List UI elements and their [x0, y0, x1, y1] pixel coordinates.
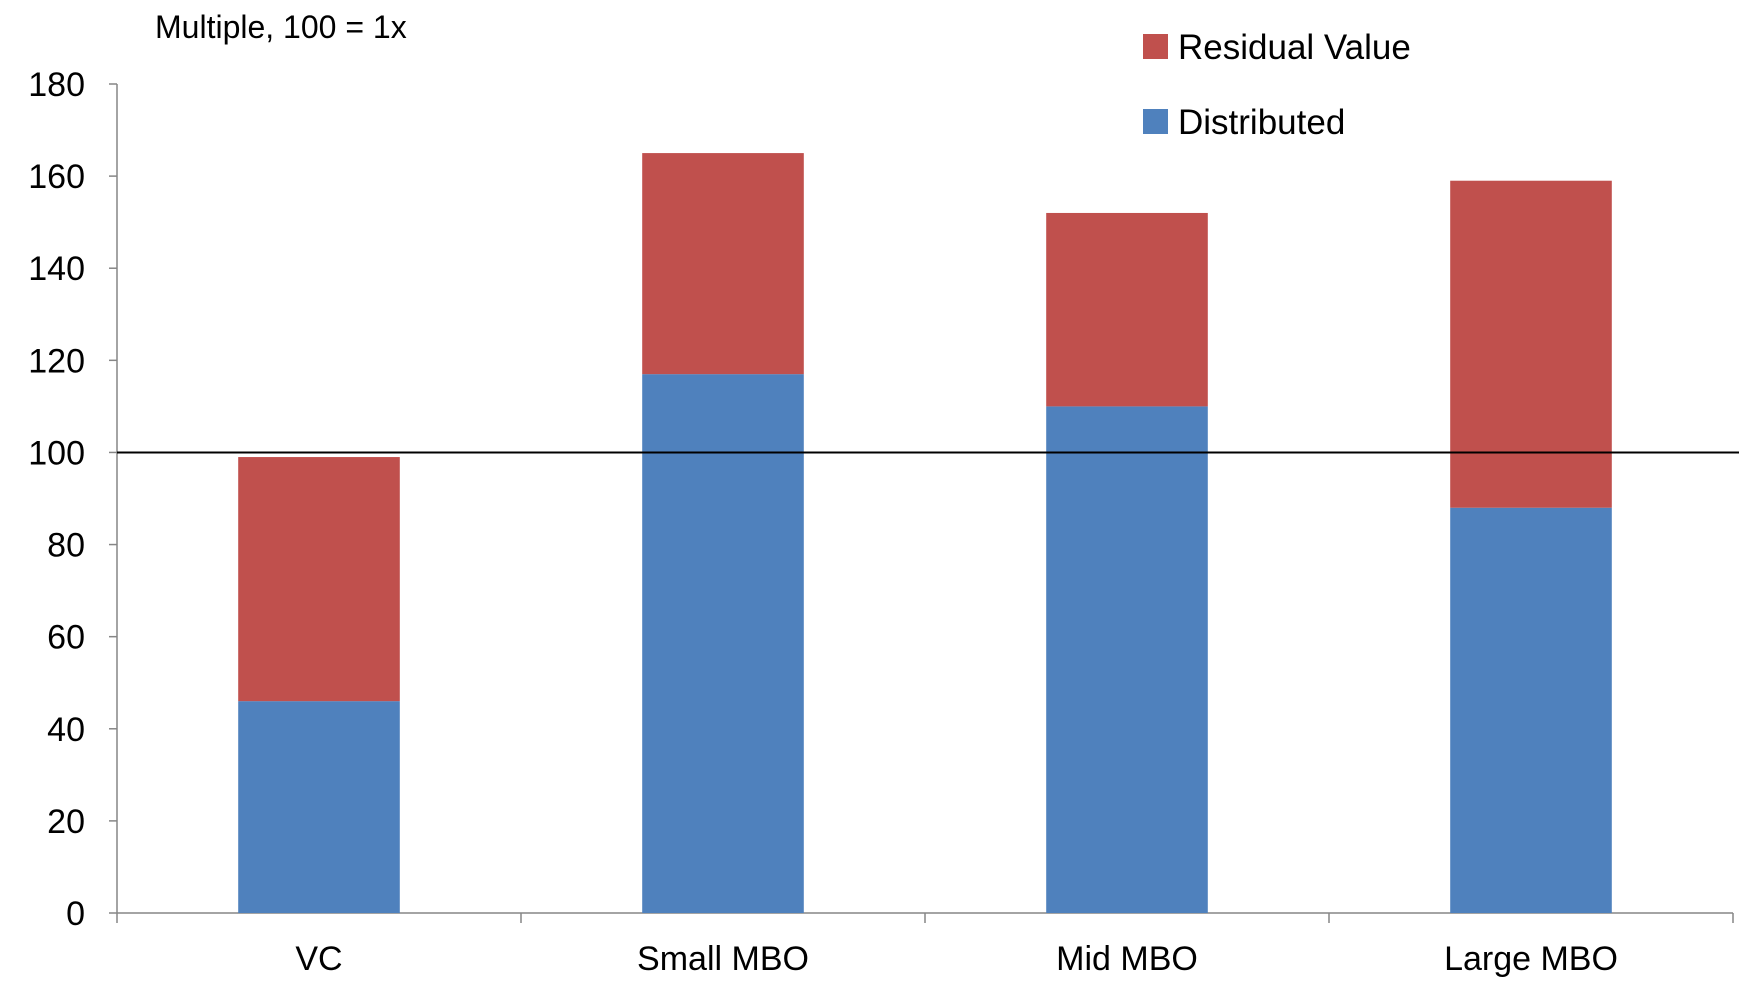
x-tick-label: Mid MBO — [1056, 940, 1198, 978]
bar-residual-value — [1046, 212, 1208, 407]
legend-swatch — [1143, 109, 1168, 134]
bar-residual-value — [1450, 180, 1612, 508]
y-tick-label: 120 — [28, 342, 85, 380]
chart-title: Multiple, 100 = 1x — [155, 9, 407, 45]
x-axis: VC Small MBO Mid MBO Large MBO — [116, 912, 1734, 978]
y-tick-label: 180 — [28, 66, 85, 104]
legend-label: Residual Value — [1178, 28, 1411, 67]
y-tick-label: 100 — [28, 434, 85, 472]
legend: Residual Value Distributed — [1143, 28, 1411, 142]
bar-residual-value — [238, 457, 400, 702]
y-tick-label: 160 — [28, 158, 85, 196]
y-axis: 0 20 40 60 80 100 120 140 160 180 — [28, 66, 118, 933]
y-tick-label: 80 — [47, 527, 85, 565]
legend-label: Distributed — [1178, 103, 1345, 142]
y-tick-label: 0 — [66, 895, 85, 933]
legend-swatch — [1143, 34, 1168, 59]
y-tick-label: 20 — [47, 803, 85, 841]
x-tick-label: Large MBO — [1444, 940, 1618, 978]
x-tick-label: VC — [295, 940, 342, 978]
bar-distributed — [238, 701, 400, 913]
bar-residual-value — [642, 153, 804, 375]
y-tick-label: 40 — [47, 711, 85, 749]
bars — [238, 153, 1612, 913]
bar-distributed — [1450, 507, 1612, 913]
y-tick-label: 140 — [28, 250, 85, 288]
x-tick-label: Small MBO — [637, 940, 809, 978]
bar-distributed — [1046, 406, 1208, 913]
bar-distributed — [642, 374, 804, 913]
y-tick-label: 60 — [47, 619, 85, 657]
